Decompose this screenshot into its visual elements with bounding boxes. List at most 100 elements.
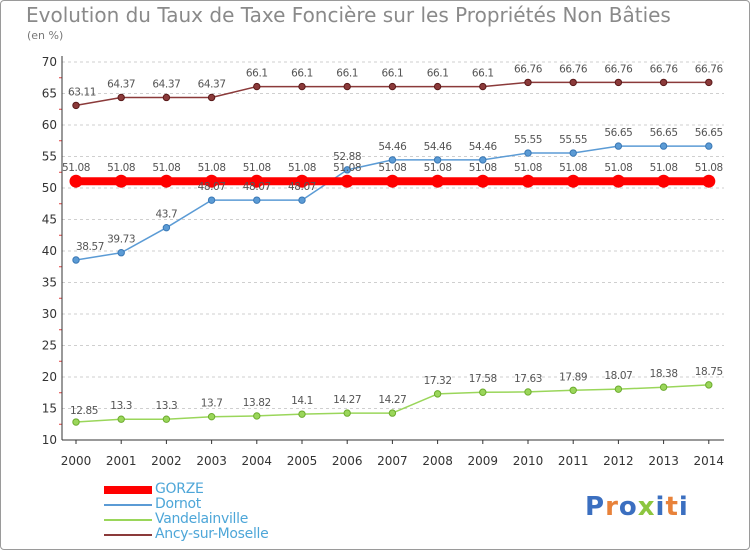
x-tick-label: 2008 xyxy=(422,454,453,468)
data-point xyxy=(72,418,80,426)
data-label: 48.07 xyxy=(198,181,226,193)
axes xyxy=(59,56,724,444)
legend-label: Vandelainville xyxy=(155,511,249,527)
logo-letter: t xyxy=(665,492,679,522)
data-point xyxy=(295,174,309,188)
y-tick-label: 10 xyxy=(42,433,57,447)
x-tick-label: 2009 xyxy=(468,454,499,468)
logo-letter: r xyxy=(605,492,619,522)
data-point xyxy=(702,174,716,188)
data-label: 54.46 xyxy=(424,141,453,153)
data-label: 51.08 xyxy=(333,162,361,174)
data-label: 55.55 xyxy=(559,134,587,146)
data-point xyxy=(250,174,264,188)
data-label: 66.1 xyxy=(472,68,494,80)
data-label: 54.46 xyxy=(378,141,407,153)
data-point xyxy=(205,174,219,188)
data-label: 17.58 xyxy=(469,373,497,385)
data-label: 51.08 xyxy=(469,162,497,174)
data-point xyxy=(162,93,171,102)
data-label: 66.1 xyxy=(336,68,358,80)
data-point xyxy=(159,174,173,188)
logo-letter: o xyxy=(618,492,638,522)
legend-label: Ancy-sur-Moselle xyxy=(155,526,269,542)
y-tick-label: 70 xyxy=(42,55,57,69)
data-point xyxy=(521,174,535,188)
data-point xyxy=(614,142,623,150)
logo-letter: i xyxy=(678,492,689,522)
data-label: 39.73 xyxy=(107,234,135,246)
data-point xyxy=(479,82,487,91)
data-label: 64.37 xyxy=(198,78,226,90)
data-label: 18.75 xyxy=(695,366,723,378)
data-label: 51.08 xyxy=(243,162,271,174)
data-label: 54.46 xyxy=(469,141,498,153)
data-label: 66.1 xyxy=(427,68,449,80)
data-point xyxy=(524,78,532,87)
y-tick-label: 60 xyxy=(42,118,57,132)
y-tick-label: 25 xyxy=(42,339,57,353)
data-point xyxy=(569,78,577,87)
x-tick-label: 2010 xyxy=(513,454,544,468)
data-point xyxy=(705,381,713,389)
data-point xyxy=(117,415,125,423)
data-point xyxy=(659,78,668,87)
y-tick-label: 50 xyxy=(42,181,57,195)
y-tick-label: 45 xyxy=(42,213,57,227)
data-point xyxy=(207,196,216,204)
x-tick-label: 2014 xyxy=(694,454,725,468)
data-point xyxy=(659,383,668,391)
data-label: 14.27 xyxy=(378,394,406,406)
x-tick-label: 2007 xyxy=(377,454,408,468)
data-point xyxy=(431,174,445,188)
data-label: 13.3 xyxy=(156,400,178,412)
data-point xyxy=(433,82,442,91)
data-label: 14.1 xyxy=(291,395,313,407)
data-label: 56.65 xyxy=(650,127,678,139)
data-point xyxy=(207,412,216,421)
data-label: 51.08 xyxy=(604,162,632,174)
data-label: 66.76 xyxy=(559,63,588,75)
data-label: 52.88 xyxy=(333,151,361,163)
y-tick-label: 20 xyxy=(42,370,57,384)
data-label: 63.11 xyxy=(68,86,96,98)
x-tick-label: 2005 xyxy=(287,454,318,468)
data-label: 17.89 xyxy=(559,371,587,383)
data-point xyxy=(298,410,306,418)
data-label: 48.07 xyxy=(288,181,316,193)
data-label: 51.08 xyxy=(378,162,406,174)
chart-title: Evolution du Taux de Taxe Foncière sur l… xyxy=(26,3,671,27)
legend-swatch xyxy=(104,486,152,494)
data-point xyxy=(343,409,351,417)
data-point xyxy=(479,388,487,396)
y-tick-label: 65 xyxy=(42,87,57,101)
proxiti-logo: Proxiti xyxy=(585,492,689,522)
data-label: 51.08 xyxy=(650,162,678,174)
data-point xyxy=(433,156,442,164)
grid-lines xyxy=(62,61,724,441)
data-point xyxy=(343,166,351,174)
legend-swatch xyxy=(104,534,152,536)
data-label: 56.65 xyxy=(695,127,723,139)
data-point xyxy=(385,174,399,188)
series-layer xyxy=(69,78,716,426)
data-label: 38.57 xyxy=(76,241,104,253)
y-tick-label: 35 xyxy=(42,276,57,290)
data-point xyxy=(162,415,171,423)
data-label: 66.76 xyxy=(650,63,679,75)
data-point xyxy=(657,174,671,188)
y-axis-unit: (en %) xyxy=(27,29,64,42)
data-label: 13.82 xyxy=(243,397,271,409)
legend-label: Dornot xyxy=(155,496,201,512)
data-point xyxy=(524,388,532,396)
data-label: 64.37 xyxy=(107,78,135,90)
data-label: 17.63 xyxy=(514,373,542,385)
data-point xyxy=(569,386,577,394)
data-point xyxy=(614,78,623,87)
data-label: 13.7 xyxy=(201,398,223,410)
data-label: 51.08 xyxy=(424,162,452,174)
data-point xyxy=(479,156,487,164)
logo-letter: P xyxy=(585,492,606,522)
data-point xyxy=(162,223,171,232)
data-label: 51.08 xyxy=(107,162,135,174)
